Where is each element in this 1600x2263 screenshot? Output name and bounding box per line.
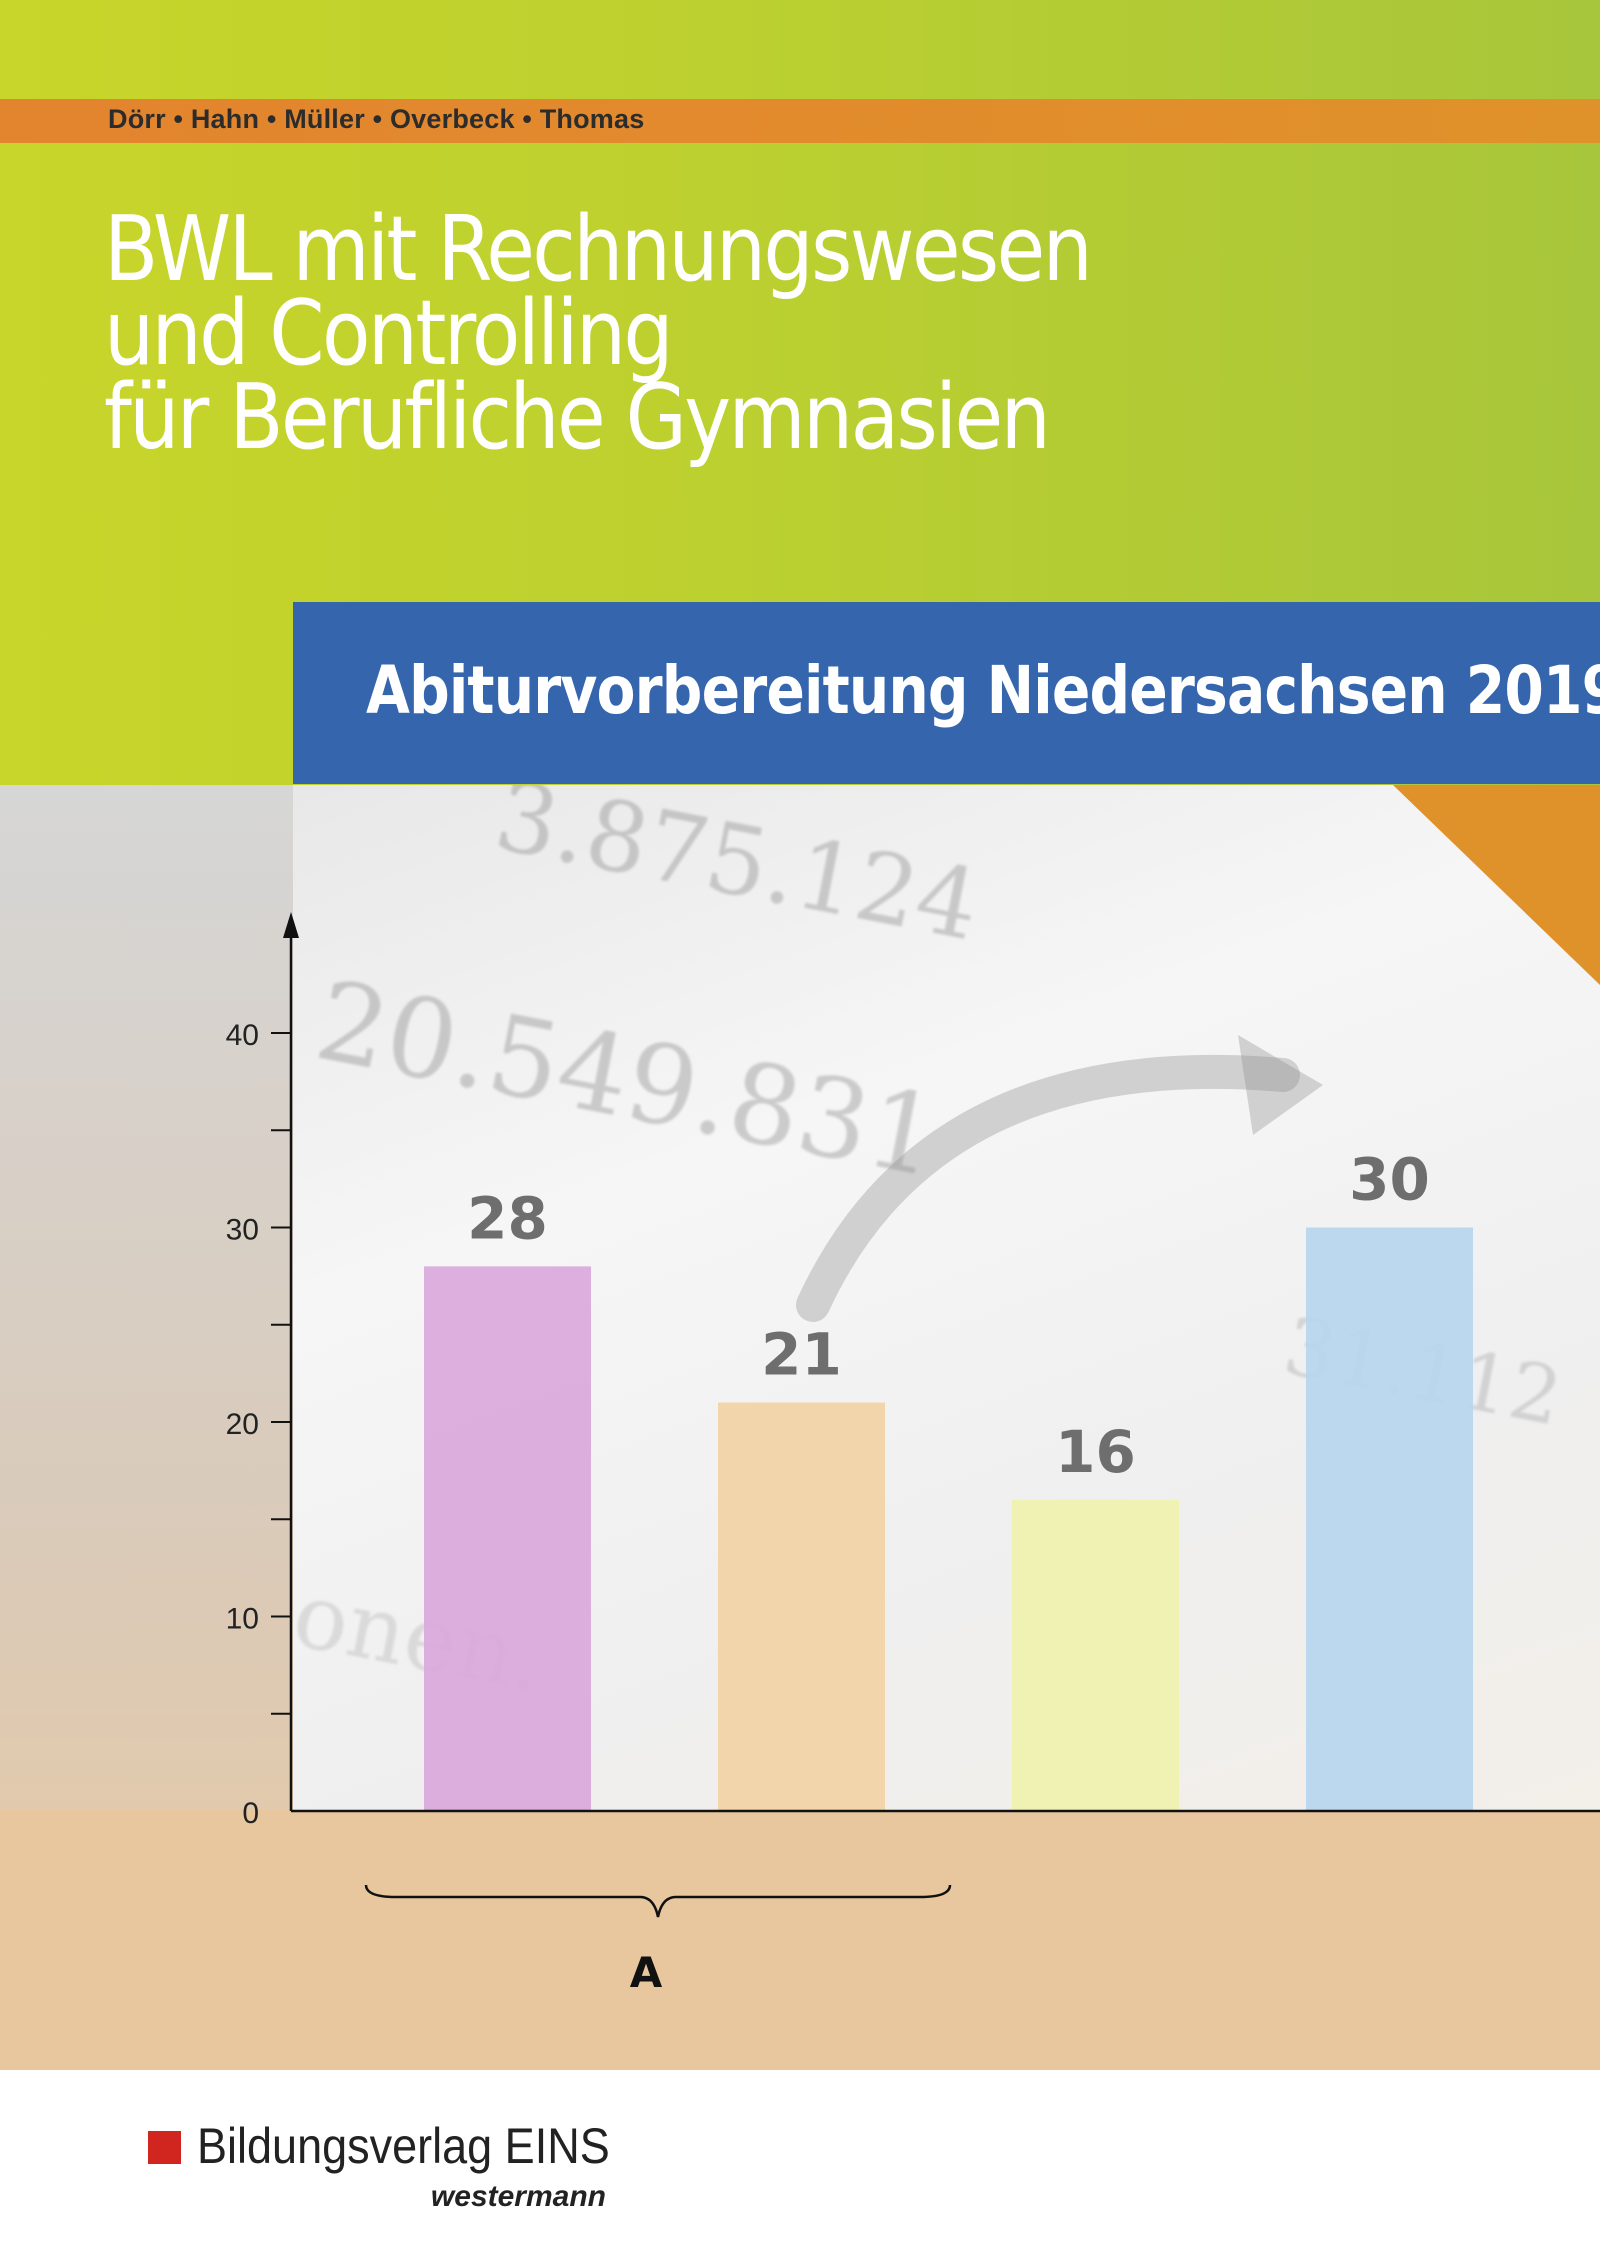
chart-bar-4	[1306, 1227, 1473, 1811]
chart-brace	[364, 1884, 952, 1918]
subtitle-band	[293, 602, 1600, 784]
chart-data-label-3: 16	[1055, 1418, 1136, 1486]
chart-data-label-4: 30	[1349, 1146, 1430, 1214]
publisher-imprint: westermann	[430, 2180, 606, 2213]
chart-y-tick-label: 0	[242, 1797, 259, 1830]
chart-bar-3	[1012, 1499, 1179, 1811]
footer	[0, 2070, 1600, 2263]
chart-y-tick-label: 40	[226, 1019, 259, 1052]
authors-line: Dörr • Hahn • Müller • Overbeck • Thomas	[108, 104, 645, 134]
chart-bar-1	[424, 1266, 591, 1811]
title-line-1: BWL mit Rechnungswesen	[104, 197, 1093, 302]
chart-data-label-1: 28	[467, 1184, 548, 1252]
publisher-name: Bildungsverlag EINS	[197, 2118, 610, 2174]
chart-y-axis-arrow-icon	[283, 912, 299, 938]
chart-y-tick-label: 20	[226, 1408, 259, 1441]
background-arrow-icon	[796, 1035, 1323, 1322]
book-subtitle: Abiturvorbereitung Niedersachsen 2019	[366, 652, 1600, 729]
chart-bar-2	[718, 1402, 885, 1811]
chart-y-tick-label: 30	[226, 1214, 259, 1247]
bottom-peach-band	[0, 1810, 1600, 2070]
title-line-3: für Berufliche Gymnasien	[104, 365, 1051, 470]
bar-chart: 28 21 16 30 0 10 20 30 40 A	[226, 912, 1600, 1997]
title-line-2: und Controlling	[104, 281, 674, 386]
book-title: BWL mit Rechnungswesen und Controlling f…	[104, 197, 1248, 470]
chart-brace-label: A	[630, 1948, 663, 1997]
publisher-logo-icon	[148, 2131, 181, 2164]
authors-bar	[0, 99, 1600, 143]
chart-y-tick-label: 10	[226, 1603, 259, 1636]
chart-data-label-2: 21	[761, 1321, 842, 1389]
